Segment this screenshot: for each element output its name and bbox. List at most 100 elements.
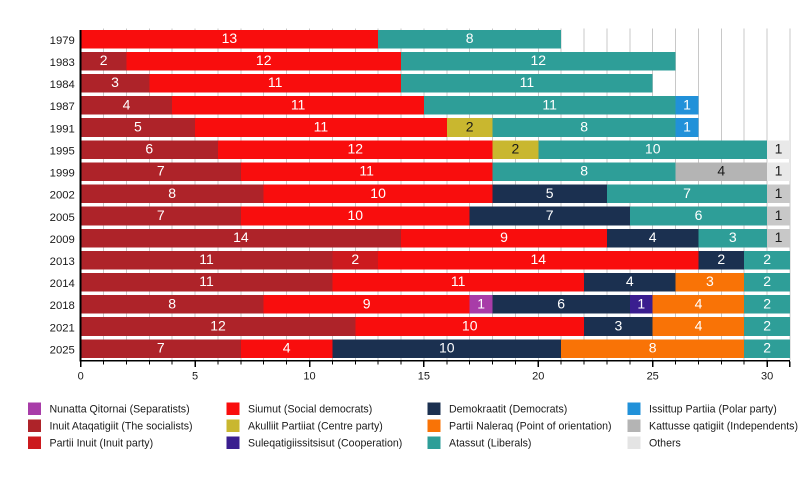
svg-text:5: 5 [192,370,198,382]
svg-text:2: 2 [466,118,474,134]
svg-text:8: 8 [580,163,588,179]
svg-text:3: 3 [706,273,714,289]
svg-text:2: 2 [763,295,771,311]
svg-text:4: 4 [283,340,291,356]
svg-text:12: 12 [348,141,364,157]
svg-text:Kattusse qatigiit (Independent: Kattusse qatigiit (Independents) [649,421,798,433]
svg-text:4: 4 [649,229,657,245]
svg-text:1: 1 [775,207,783,223]
svg-text:8: 8 [466,30,474,46]
svg-text:6: 6 [145,141,153,157]
svg-text:3: 3 [615,317,623,333]
svg-text:Siumut (Social democrats): Siumut (Social democrats) [248,404,372,416]
svg-text:2: 2 [351,251,359,267]
svg-text:7: 7 [683,185,691,201]
svg-text:2014: 2014 [50,278,75,290]
svg-text:3: 3 [729,229,737,245]
svg-text:2002: 2002 [50,190,75,202]
svg-text:2005: 2005 [50,212,75,224]
svg-text:15: 15 [418,370,430,382]
svg-text:4: 4 [626,273,634,289]
svg-text:11: 11 [199,273,214,289]
svg-text:10: 10 [439,340,455,356]
svg-text:11: 11 [542,96,557,112]
svg-text:14: 14 [233,229,249,245]
svg-text:11: 11 [314,118,329,134]
svg-text:Others: Others [649,438,681,450]
svg-text:7: 7 [157,207,165,223]
svg-text:11: 11 [520,74,535,90]
svg-text:9: 9 [500,229,508,245]
svg-text:Suleqatigiissitsisut (Cooperat: Suleqatigiissitsisut (Cooperation) [248,438,402,450]
svg-text:4: 4 [123,96,131,112]
svg-text:1: 1 [477,295,485,311]
svg-text:1991: 1991 [50,123,75,135]
svg-text:Inuit Ataqatigiit (The sociali: Inuit Ataqatigiit (The socialists) [50,421,193,433]
svg-text:1999: 1999 [50,168,75,180]
svg-text:12: 12 [531,52,547,68]
svg-text:11: 11 [451,273,466,289]
svg-text:1984: 1984 [50,79,75,91]
svg-text:8: 8 [649,340,657,356]
svg-text:2: 2 [763,317,771,333]
svg-text:1: 1 [637,295,645,311]
svg-text:Issittup Partiia (Polar party): Issittup Partiia (Polar party) [649,404,777,416]
svg-text:5: 5 [134,118,142,134]
svg-text:2013: 2013 [50,256,75,268]
svg-text:2025: 2025 [50,344,75,356]
svg-text:10: 10 [370,185,386,201]
svg-text:5: 5 [546,185,554,201]
svg-text:11: 11 [268,74,283,90]
svg-text:9: 9 [363,295,371,311]
svg-text:0: 0 [78,370,84,382]
svg-text:13: 13 [222,30,238,46]
svg-text:12: 12 [256,52,272,68]
svg-text:10: 10 [348,207,364,223]
svg-text:8: 8 [580,118,588,134]
svg-text:1: 1 [683,118,691,134]
svg-text:2: 2 [763,340,771,356]
svg-text:Partii Inuit (Inuit party): Partii Inuit (Inuit party) [50,438,154,450]
svg-text:1: 1 [775,163,783,179]
svg-text:2021: 2021 [50,322,75,334]
svg-text:1995: 1995 [50,146,75,158]
svg-text:10: 10 [645,141,661,157]
svg-text:Atassut (Liberals): Atassut (Liberals) [449,438,531,450]
svg-text:4: 4 [717,163,725,179]
svg-text:7: 7 [157,340,165,356]
svg-text:30: 30 [761,370,773,382]
svg-text:12: 12 [210,317,226,333]
svg-text:Demokraatit (Democrats): Demokraatit (Democrats) [449,404,567,416]
svg-text:2: 2 [763,251,771,267]
svg-text:6: 6 [557,295,565,311]
svg-text:1987: 1987 [50,101,75,113]
svg-text:1979: 1979 [50,35,75,47]
svg-text:Partii Naleraq (Point of orien: Partii Naleraq (Point of orientation) [449,421,612,433]
svg-text:2: 2 [763,273,771,289]
svg-text:1: 1 [683,96,691,112]
svg-text:14: 14 [531,251,547,267]
svg-text:11: 11 [291,96,306,112]
svg-text:8: 8 [168,185,176,201]
svg-text:7: 7 [157,163,165,179]
svg-text:1: 1 [775,229,783,245]
svg-text:2018: 2018 [50,300,75,312]
svg-text:10: 10 [462,317,478,333]
svg-text:Akulliit Partiiat (Centre part: Akulliit Partiiat (Centre party) [248,421,383,433]
svg-text:7: 7 [546,207,554,223]
svg-text:20: 20 [532,370,544,382]
svg-text:2009: 2009 [50,234,75,246]
svg-text:2: 2 [100,52,108,68]
svg-text:Nunatta Qitornai (Separatists): Nunatta Qitornai (Separatists) [50,404,190,416]
svg-text:1: 1 [775,141,783,157]
svg-text:8: 8 [168,295,176,311]
svg-text:4: 4 [695,295,703,311]
svg-text:2: 2 [512,141,520,157]
svg-text:25: 25 [647,370,659,382]
svg-text:2: 2 [717,251,725,267]
svg-text:11: 11 [199,251,214,267]
svg-text:6: 6 [695,207,703,223]
svg-text:3: 3 [111,74,119,90]
svg-text:1: 1 [775,185,783,201]
svg-text:11: 11 [359,163,374,179]
